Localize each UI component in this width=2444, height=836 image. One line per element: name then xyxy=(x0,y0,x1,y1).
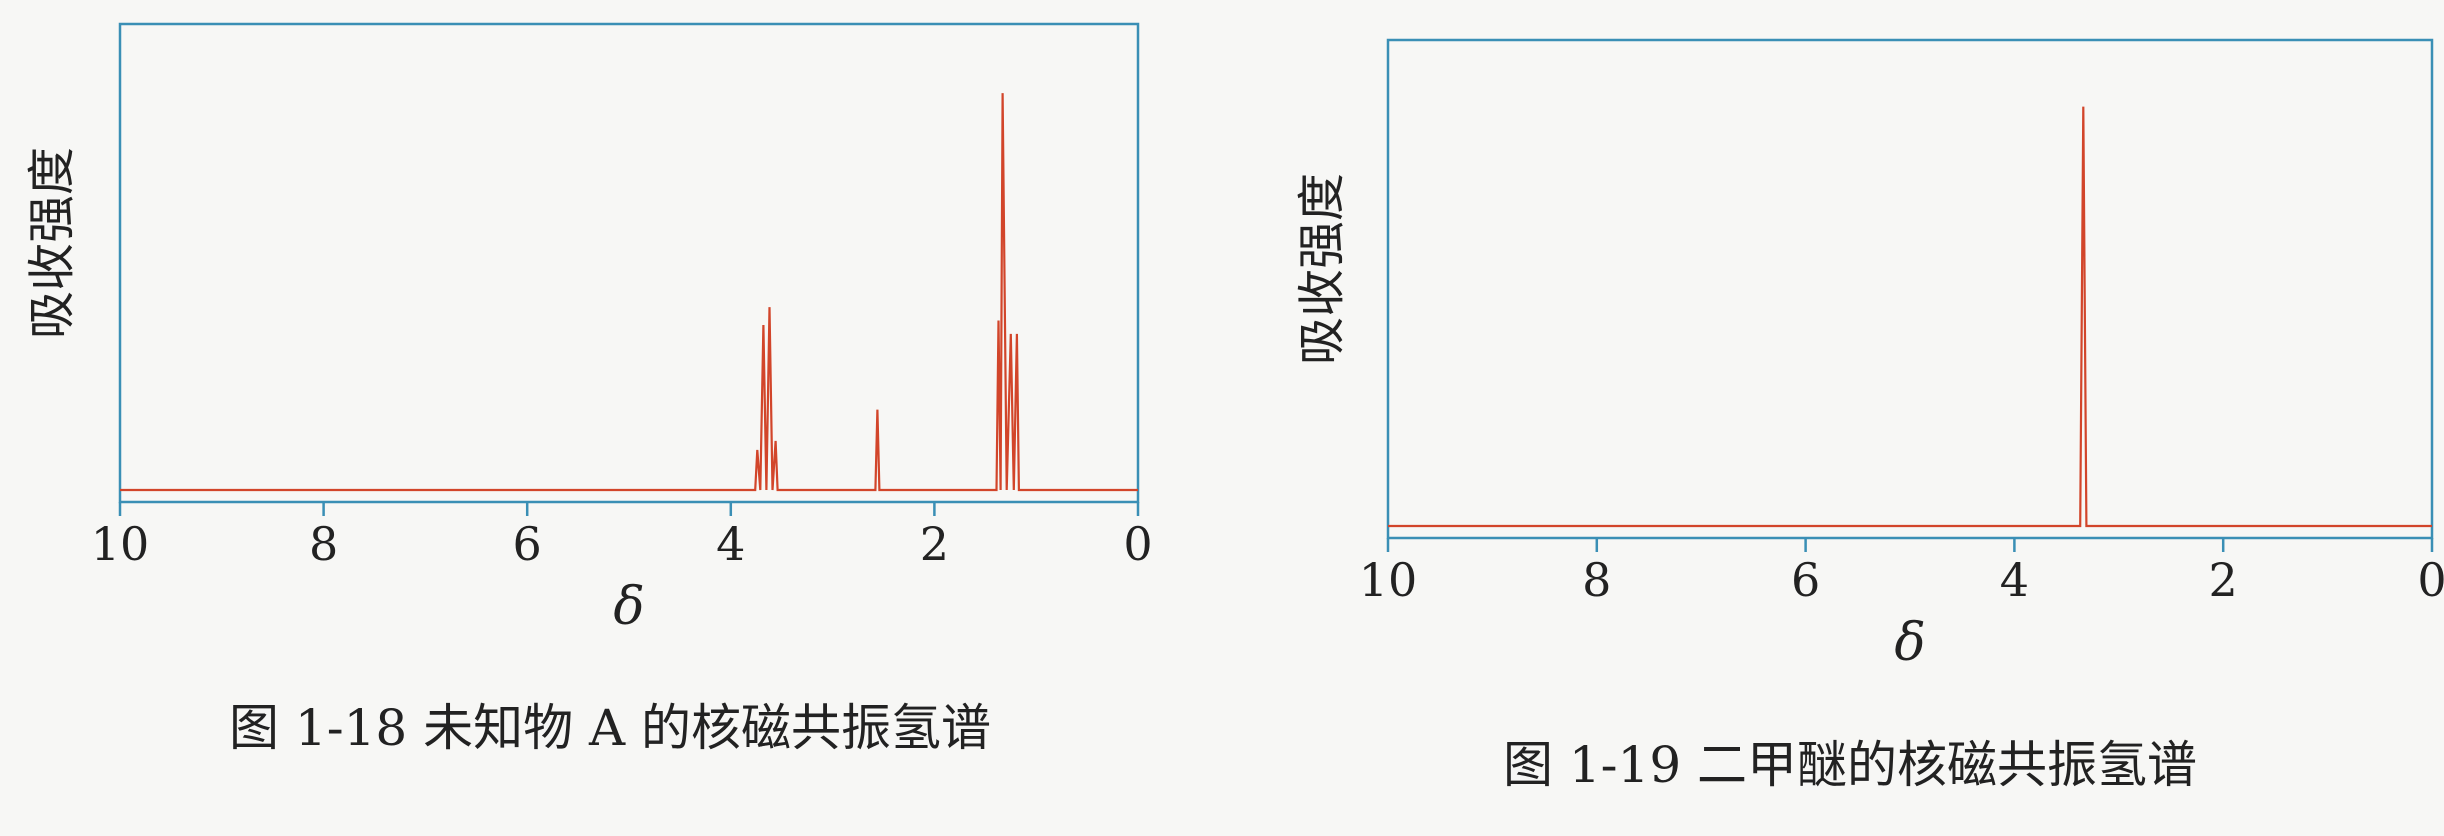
y-axis-label: 吸收强度 xyxy=(24,147,80,339)
x-tick-label: 0 xyxy=(2417,553,2444,607)
x-tick-label: 4 xyxy=(716,517,745,571)
x-axis-label: δ xyxy=(1894,613,1925,673)
spectrum-line xyxy=(1388,106,2432,528)
x-tick-label: 10 xyxy=(1359,553,1418,607)
figure-caption: 图 1-18 未知物 A 的核磁共振氢谱 xyxy=(229,699,991,757)
x-tick-label: 0 xyxy=(1123,517,1152,571)
y-axis-label: 吸收强度 xyxy=(1294,173,1350,365)
plot-frame xyxy=(1386,38,2434,540)
x-tick-label: 6 xyxy=(513,517,542,571)
x-tick-label: 2 xyxy=(920,517,949,571)
x-tick-label: 6 xyxy=(1791,553,1820,607)
x-axis-label: δ xyxy=(613,577,644,637)
spectrum-line xyxy=(120,93,1138,492)
x-tick-label: 4 xyxy=(2000,553,2029,607)
x-tick-label: 8 xyxy=(309,517,338,571)
x-tick-label: 10 xyxy=(91,517,150,571)
figure-caption: 图 1-19 二甲醚的核磁共振氢谱 xyxy=(1503,736,2197,794)
x-tick-label: 2 xyxy=(2209,553,2238,607)
x-tick-label: 8 xyxy=(1582,553,1611,607)
plot-frame xyxy=(118,22,1140,504)
